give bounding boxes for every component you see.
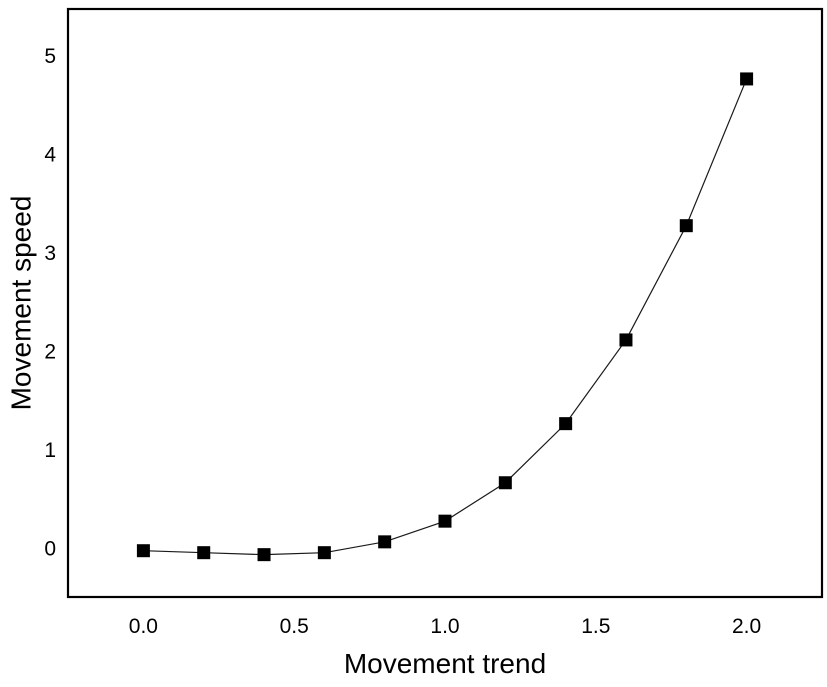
y-tick-label: 3 bbox=[44, 242, 56, 265]
y-tick-label: 1 bbox=[44, 439, 56, 462]
y-axis-label: Movement speed bbox=[5, 195, 37, 411]
x-tick-label: 2.0 bbox=[732, 615, 761, 638]
data-point-marker bbox=[619, 333, 633, 347]
x-tick-label: 1.5 bbox=[581, 615, 610, 638]
x-tick-label: 0.5 bbox=[280, 615, 309, 638]
y-tick-label: 2 bbox=[44, 340, 56, 363]
y-tick-label: 4 bbox=[44, 143, 56, 166]
data-point-marker bbox=[257, 548, 271, 562]
y-tick-label: 5 bbox=[44, 45, 56, 68]
x-tick-label: 0.0 bbox=[129, 615, 158, 638]
data-point-marker bbox=[378, 535, 392, 549]
data-point-marker bbox=[679, 219, 693, 233]
data-point-marker bbox=[559, 417, 573, 431]
data-point-marker bbox=[136, 544, 150, 558]
data-line bbox=[143, 78, 748, 556]
data-point-marker bbox=[438, 514, 452, 528]
data-point-marker bbox=[498, 476, 512, 490]
plot-frame bbox=[66, 7, 824, 599]
data-point-marker bbox=[740, 72, 754, 86]
y-tick-label: 0 bbox=[44, 537, 56, 560]
x-tick-label: 1.0 bbox=[430, 615, 459, 638]
x-axis-label: Movement trend bbox=[343, 648, 547, 679]
data-point-marker bbox=[197, 546, 211, 560]
data-point-marker bbox=[317, 546, 331, 560]
